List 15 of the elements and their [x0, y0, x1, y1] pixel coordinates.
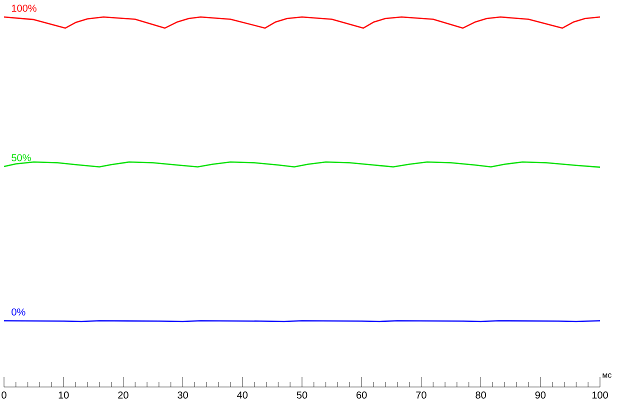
x-tick-label: 70	[416, 392, 426, 399]
x-tick-label: 50	[296, 392, 308, 399]
x-axis-title: мс	[602, 373, 612, 378]
series-label: 0%	[12, 308, 26, 316]
x-tick-label: 0	[2, 392, 6, 399]
x-tick-label: 30	[178, 392, 188, 399]
x-tick-label: 10	[58, 392, 69, 399]
x-tick-label: 90	[535, 392, 546, 399]
x-tick-label: 20	[118, 392, 128, 399]
series-label: 50%	[12, 154, 31, 162]
x-tick-label: 60	[356, 392, 367, 399]
series-label: 100%	[12, 4, 36, 12]
x-tick-label: 100	[592, 392, 608, 399]
x-tick-label: 40	[237, 392, 248, 399]
x-tick-label: 80	[476, 392, 486, 399]
